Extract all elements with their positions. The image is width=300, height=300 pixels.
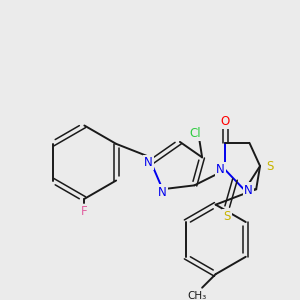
Text: N: N [216, 164, 225, 176]
Text: S: S [224, 210, 231, 223]
Text: Cl: Cl [190, 127, 201, 140]
Text: S: S [266, 160, 273, 172]
Text: N: N [144, 156, 152, 169]
Text: F: F [81, 205, 88, 218]
Text: CH₃: CH₃ [188, 291, 207, 300]
Text: N: N [158, 186, 167, 199]
Text: N: N [244, 184, 253, 197]
Text: O: O [221, 115, 230, 128]
